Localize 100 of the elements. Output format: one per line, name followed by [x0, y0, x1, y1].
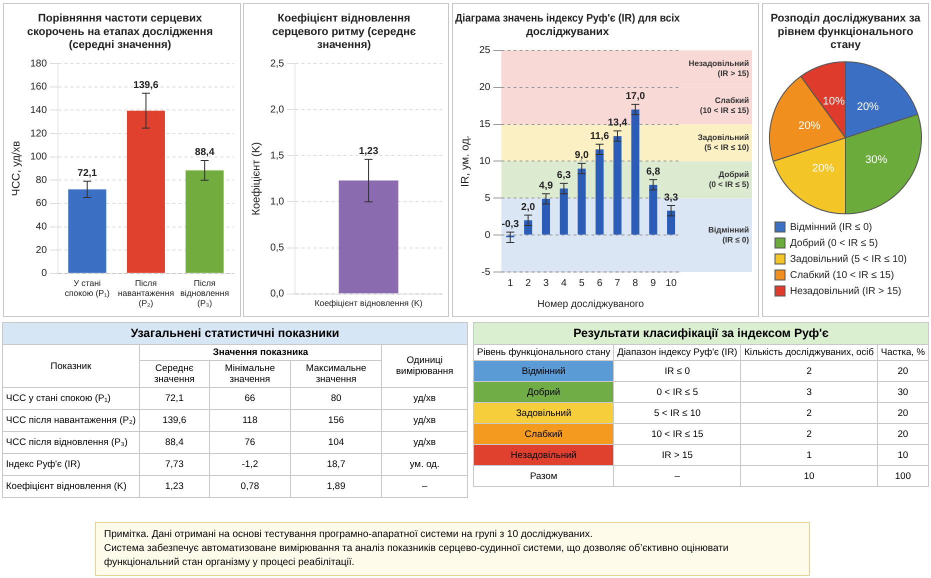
x-tick-label: Після відновлення (P₃) [180, 278, 230, 308]
text: 0 < IR ≤ 5 [656, 386, 698, 398]
data-label: 2,0 [521, 202, 536, 213]
text: 20 [898, 366, 908, 376]
y-tick-label: 80 [36, 174, 48, 186]
data-label: 6,8 [646, 166, 661, 178]
text: 5 < IR ≤ 10 [654, 408, 701, 418]
x-tick-label: 9 [650, 278, 656, 289]
bar [578, 168, 586, 235]
category-label: Разом [530, 470, 558, 482]
y-tick-label: 1,0 [270, 196, 285, 208]
text: 156 [328, 415, 344, 426]
text: 76 [244, 437, 256, 448]
category-label: Мінімальне значення [209, 360, 290, 388]
y-tick-label: 0 [41, 268, 48, 280]
text: 3 [806, 386, 812, 398]
legend-label: Незадовільний (IR > 15) [790, 286, 902, 297]
bar [667, 210, 676, 235]
text: Результати класифікації за індексом Руф'є [474, 322, 928, 344]
data-label: 10% [822, 96, 845, 108]
category-label: Середнє значення [139, 360, 210, 388]
data-label: 17,0 [626, 91, 646, 102]
legend-label: Добрий (0 < IR ≤ 5) [790, 238, 878, 249]
chart-title: Діаграма значень індексу Руф'є (IR) для всіх досліджуваних [455, 12, 680, 38]
text: уд/хв [413, 393, 436, 404]
text: 10 [898, 450, 908, 460]
band-label: Добрий (0 < IR ≤ 5) [708, 170, 750, 189]
text: 7,73 [165, 459, 184, 470]
band-label: Відмінний (IR ≤ 0) [708, 225, 750, 244]
text: 1,23 [165, 481, 184, 492]
y-tick-label: 120 [30, 128, 48, 140]
text: Значення показника [139, 344, 382, 360]
x-tick-label: 7 [614, 278, 621, 289]
band-label: Слабкий (10 < IR ≤ 15) [700, 96, 750, 116]
legend-label: Слабкий (10 < IR ≤ 15) [790, 270, 894, 281]
category-label: Максимальне значення [290, 360, 382, 388]
x-tick-label: 2 [525, 278, 532, 289]
category-label: Показник [2, 344, 140, 388]
y-tick-label: 0,5 [270, 242, 285, 254]
bar [649, 184, 658, 235]
chart-title: Порівняння частоти серцевих скорочень на етапах дослідження (середні значення) [27, 12, 213, 52]
data-label: -0,3 [502, 218, 520, 230]
y-tick-label: 180 [30, 58, 48, 70]
text: 1,89 [326, 481, 346, 492]
y-tick-label: 15 [479, 119, 491, 130]
y-tick-label: 60 [36, 198, 48, 210]
text: 100 [895, 470, 911, 482]
x-tick-label: 3 [543, 278, 550, 289]
text: 0,78 [240, 481, 260, 492]
text: -1,2 [242, 459, 258, 470]
band-label: Незадовільний (IR > 15) [688, 59, 750, 78]
legend-label: Відмінний (IR ≤ 0) [790, 222, 872, 233]
y-tick-label: 20 [479, 82, 491, 94]
data-label: 9,0 [574, 150, 590, 162]
text: Система забезпечує автоматизоване вимірювання та аналіз показників серцево-судинної системи, що дозволяє об’єктивно оцінювати функціональний стан організму у процесі реабілітації. [104, 542, 730, 570]
category-label: ЧСС після відновлення (P₃) [6, 437, 128, 448]
y-tick-label: 1,5 [270, 150, 285, 162]
data-label: 72,1 [78, 168, 98, 179]
text: ум. од. [410, 459, 440, 470]
text: IR ≤ 0 [664, 366, 690, 376]
text: IR > 15 [662, 450, 693, 460]
x-tick-label: 8 [632, 278, 639, 289]
data-label: 13,4 [608, 118, 628, 129]
text: Примітка. Дані отримані на основі тестування програмно-апаратної системи на групі з 10 досліджуваних. [104, 528, 594, 542]
text: 2 [806, 428, 812, 440]
x-tick-label: Після навантаження (P₂) [118, 278, 174, 308]
text: 66 [244, 393, 256, 404]
bar [542, 198, 550, 235]
text: 30 [898, 386, 908, 398]
bar [631, 109, 640, 235]
category-label: Відмінний [522, 366, 566, 376]
category-label: Рівень функціонального стану [474, 344, 614, 360]
text: 10 < IR ≤ 15 [651, 428, 704, 440]
y-tick-label: 2,5 [270, 58, 285, 70]
data-label: 20% [856, 101, 880, 114]
x-tick-label: 4 [561, 278, 568, 289]
y-tick-label: 160 [30, 82, 48, 93]
bar [126, 110, 165, 273]
band-label: Задовільний (5 < IR ≤ 10) [698, 132, 750, 152]
text: – [422, 481, 428, 492]
y-tick-label: 20 [36, 244, 48, 256]
text: 118 [242, 415, 258, 426]
bar [68, 189, 106, 273]
bar [613, 136, 622, 235]
x-tick-label: 5 [578, 278, 585, 289]
y-tick-label: 2,0 [270, 104, 285, 116]
text: 72,1 [165, 393, 184, 404]
legend-label: Задовільний (5 < IR ≤ 10) [790, 254, 907, 265]
bar [596, 149, 604, 235]
category-label: Частка, % [877, 344, 928, 360]
category-label: Коефіцієнт відновлення (K) [6, 481, 126, 492]
text: Розподіл досліджуваних за рівнем функціонального стану [770, 12, 922, 52]
x-tick-label: Коефіцієнт відновлення (K) [314, 298, 423, 308]
data-label: 6,3 [556, 170, 572, 182]
x-tick-label: 1 [507, 278, 514, 289]
data-label: 88,4 [194, 147, 215, 158]
text: уд/хв [413, 437, 436, 448]
x-tick-label: 6 [596, 278, 603, 289]
text: 20 [898, 408, 908, 418]
text: 2 [806, 366, 812, 376]
